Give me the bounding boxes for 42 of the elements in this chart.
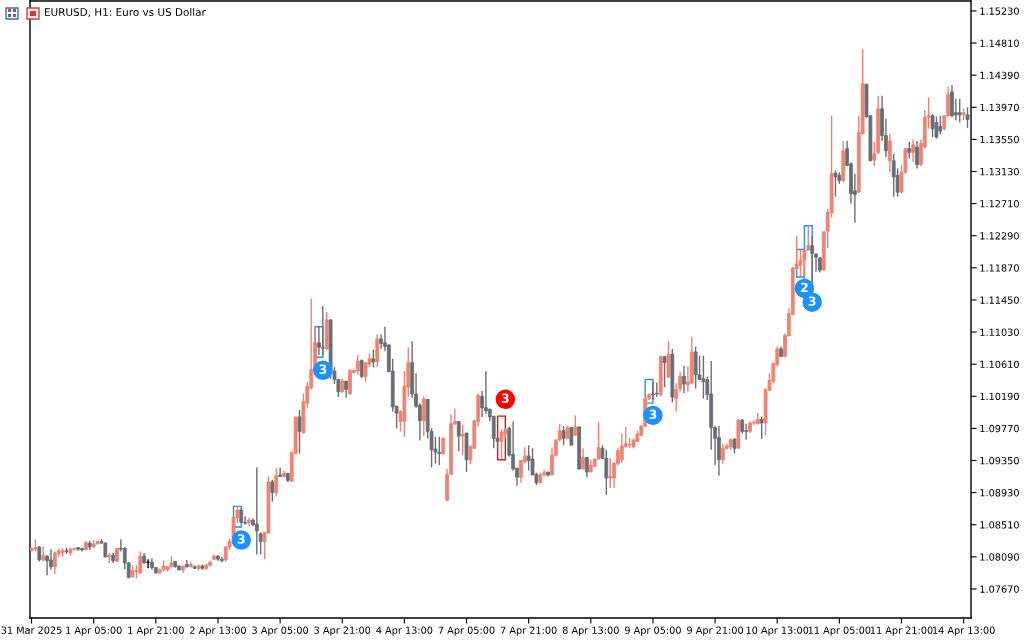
x-tick-label: 11 Apr 05:00 [808,626,871,636]
x-tick-label: 7 Apr 05:00 [438,626,495,636]
y-tick-label: 1.12290 [980,232,1019,240]
series-label: 3 [319,364,327,374]
x-tick-label: 3 Apr 05:00 [252,626,309,636]
x-tick-label: 9 Apr 21:00 [687,626,744,636]
y-tick-label: 1.11030 [980,328,1019,336]
y-tick-label: 1.08510 [980,521,1019,529]
text: 3 [649,409,657,420]
text: 3 [808,296,816,306]
y-tick-label: 1.08090 [980,553,1019,561]
y-tick-label: 1.13970 [980,103,1019,112]
y-tick-label: 1.13550 [980,135,1019,144]
x-tick-label: 8 Apr 13:00 [562,626,619,636]
x-tick-label: 1 Apr 21:00 [128,626,184,636]
y-tick-label: 1.14810 [980,39,1019,47]
y-tick-label: 1.09350 [980,456,1019,465]
y-tick-label: 1.12710 [980,200,1019,208]
series-label: 3 [501,393,509,403]
y-tick-label: 1.11450 [980,296,1019,304]
x-tick-label: 3 Apr 21:00 [314,626,371,636]
y-tick-label: 1.15230 [980,7,1019,15]
text: 3 [237,534,245,544]
x-tick-label: 14 Apr 13:00 [932,626,995,636]
y-tick-label: 1.11870 [980,264,1019,272]
x-tick-label: 31 Mar 2025 [1,626,62,634]
y-tick-label: 1.10610 [980,360,1019,368]
y-tick-label: 1.08930 [980,489,1019,497]
x-tick-label: 9 Apr 05:00 [624,626,681,636]
x-tick-label: 4 Apr 13:00 [376,626,433,636]
y-tick-label: 1.10190 [980,392,1019,401]
x-tick-label: 1 Apr 05:00 [66,626,122,636]
y-tick-label: 1.09770 [980,424,1019,433]
y-tick-label: 1.07670 [980,585,1019,593]
y-tick-label: 1.13130 [980,167,1019,176]
x-tick-label: 11 Apr 21:00 [870,626,933,636]
x-tick-label: 2 Apr 13:00 [190,626,246,636]
y-tick-label: 1.14390 [980,71,1019,79]
text: EURUSD, H1: Euro vs US Dollar [45,7,206,18]
x-tick-label: 7 Apr 21:00 [500,626,557,636]
x-tick-label: 10 Apr 13:00 [746,626,809,636]
series-label: 2 [801,282,808,292]
